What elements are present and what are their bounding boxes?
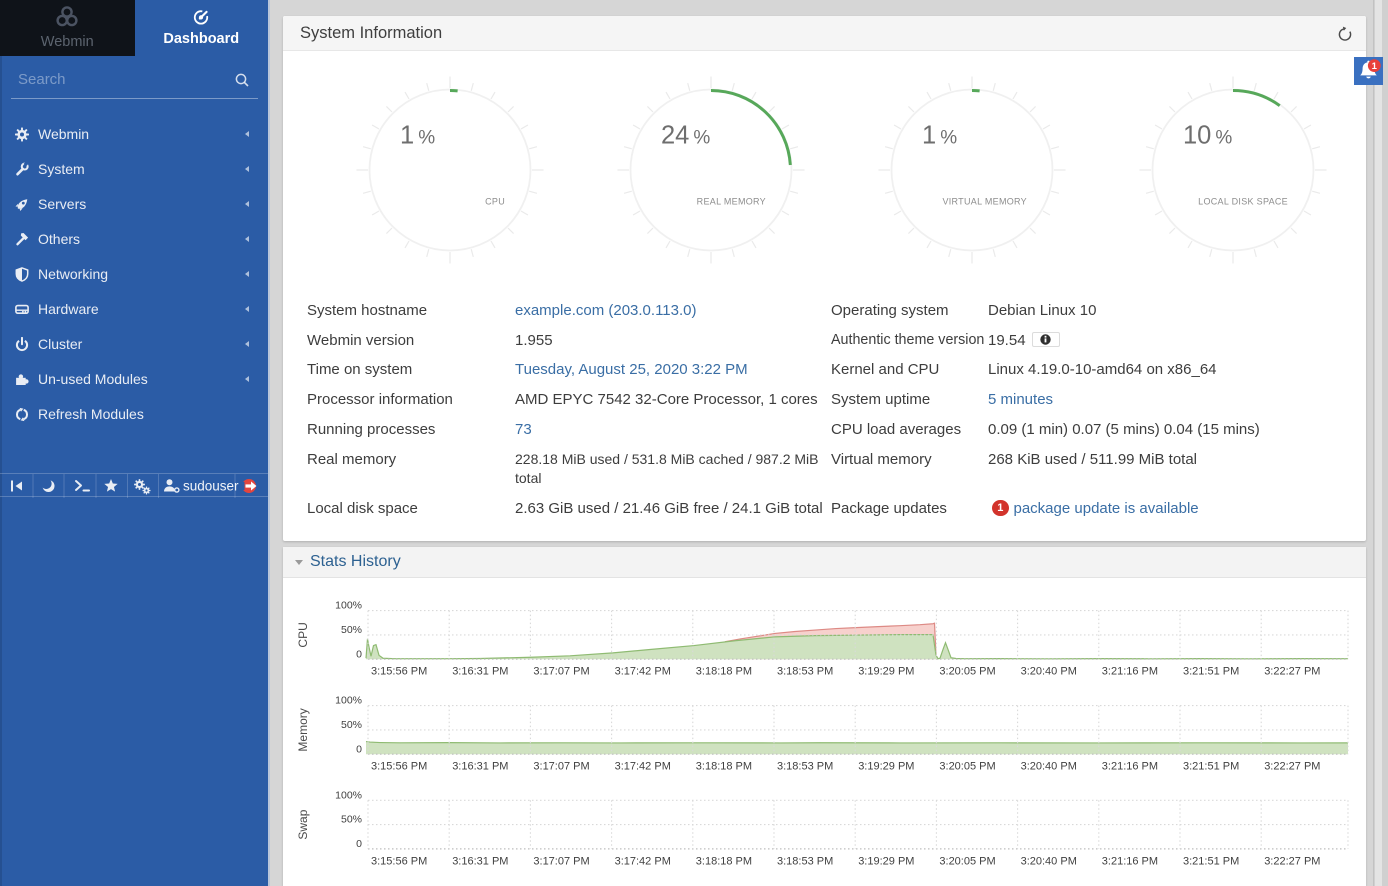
svg-text:3:16:31 PM: 3:16:31 PM <box>452 666 508 678</box>
svg-text:3:18:53 PM: 3:18:53 PM <box>777 855 833 867</box>
svg-text:3:17:42 PM: 3:17:42 PM <box>615 761 671 773</box>
svg-text:3:18:18 PM: 3:18:18 PM <box>696 666 752 678</box>
svg-text:3:19:29 PM: 3:19:29 PM <box>858 666 914 678</box>
svg-text:3:15:56 PM: 3:15:56 PM <box>371 855 427 867</box>
svg-text:Memory: Memory <box>296 708 310 751</box>
svg-text:50%: 50% <box>341 719 362 731</box>
svg-text:100%: 100% <box>335 789 362 801</box>
svg-text:3:18:18 PM: 3:18:18 PM <box>696 855 752 867</box>
svg-text:3:20:40 PM: 3:20:40 PM <box>1021 666 1077 678</box>
svg-text:10%: 10% <box>1183 121 1232 149</box>
svg-text:LOCAL DISK SPACE: LOCAL DISK SPACE <box>1198 196 1288 206</box>
svg-text:sudouser: sudouser <box>183 478 239 493</box>
svg-text:0: 0 <box>356 743 362 755</box>
svg-text:3:20:05 PM: 3:20:05 PM <box>939 666 995 678</box>
svg-text:1: 1 <box>1372 61 1378 72</box>
svg-text:3:18:53 PM: 3:18:53 PM <box>777 666 833 678</box>
svg-text:3:19:29 PM: 3:19:29 PM <box>858 855 914 867</box>
svg-text:3:22:27 PM: 3:22:27 PM <box>1264 666 1320 678</box>
svg-text:CPU: CPU <box>485 196 505 206</box>
svg-text:3:20:05 PM: 3:20:05 PM <box>939 761 995 773</box>
svg-text:50%: 50% <box>341 814 362 826</box>
svg-text:3:20:40 PM: 3:20:40 PM <box>1021 761 1077 773</box>
svg-text:3:21:51 PM: 3:21:51 PM <box>1183 761 1239 773</box>
svg-text:50%: 50% <box>341 624 362 636</box>
svg-text:3:21:51 PM: 3:21:51 PM <box>1183 666 1239 678</box>
svg-text:3:17:07 PM: 3:17:07 PM <box>533 666 589 678</box>
svg-text:100%: 100% <box>335 600 362 612</box>
svg-text:3:17:42 PM: 3:17:42 PM <box>615 855 671 867</box>
svg-text:3:21:16 PM: 3:21:16 PM <box>1102 761 1158 773</box>
svg-text:REAL MEMORY: REAL MEMORY <box>697 196 766 206</box>
svg-text:0: 0 <box>356 838 362 850</box>
svg-text:3:21:51 PM: 3:21:51 PM <box>1183 855 1239 867</box>
svg-text:3:15:56 PM: 3:15:56 PM <box>371 666 427 678</box>
svg-text:CPU: CPU <box>296 622 310 647</box>
svg-text:100%: 100% <box>335 695 362 707</box>
svg-text:3:17:42 PM: 3:17:42 PM <box>615 666 671 678</box>
svg-text:3:15:56 PM: 3:15:56 PM <box>371 761 427 773</box>
svg-text:3:16:31 PM: 3:16:31 PM <box>452 855 508 867</box>
svg-text:3:22:27 PM: 3:22:27 PM <box>1264 855 1320 867</box>
svg-text:3:20:05 PM: 3:20:05 PM <box>939 855 995 867</box>
svg-text:3:18:53 PM: 3:18:53 PM <box>777 761 833 773</box>
svg-text:3:21:16 PM: 3:21:16 PM <box>1102 666 1158 678</box>
svg-text:3:17:07 PM: 3:17:07 PM <box>533 855 589 867</box>
svg-text:0: 0 <box>356 648 362 660</box>
svg-text:3:19:29 PM: 3:19:29 PM <box>858 761 914 773</box>
svg-text:3:18:18 PM: 3:18:18 PM <box>696 761 752 773</box>
svg-text:3:17:07 PM: 3:17:07 PM <box>533 761 589 773</box>
svg-text:3:22:27 PM: 3:22:27 PM <box>1264 761 1320 773</box>
svg-text:3:20:40 PM: 3:20:40 PM <box>1021 855 1077 867</box>
svg-text:VIRTUAL MEMORY: VIRTUAL MEMORY <box>942 196 1027 206</box>
svg-text:3:16:31 PM: 3:16:31 PM <box>452 761 508 773</box>
svg-text:3:21:16 PM: 3:21:16 PM <box>1102 855 1158 867</box>
svg-text:Swap: Swap <box>296 809 310 839</box>
